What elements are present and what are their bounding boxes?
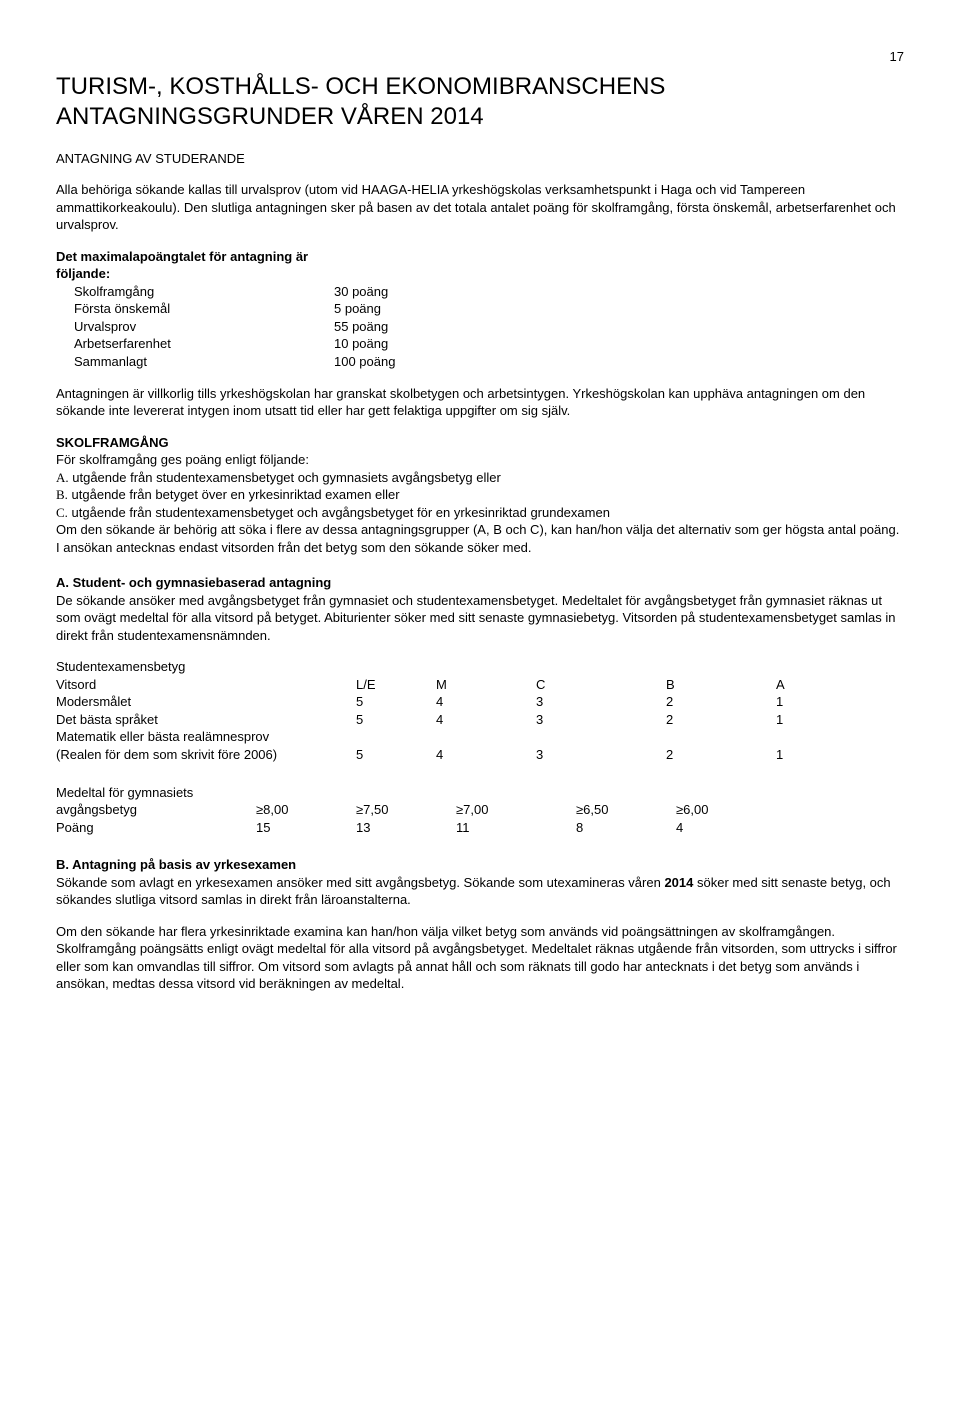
page-number: 17 xyxy=(56,48,904,66)
cell: A xyxy=(776,676,856,694)
cell: ≥6,50 xyxy=(576,801,676,819)
points-row: Första önskemål 5 poäng xyxy=(56,300,904,318)
cell: 4 xyxy=(436,711,536,729)
cell: 3 xyxy=(536,746,666,764)
option-a-prefix: A. xyxy=(56,470,69,485)
cell: L/E xyxy=(356,676,436,694)
option-b-text: utgående från betyget över en yrkesinrik… xyxy=(68,487,400,502)
cell: 1 xyxy=(776,693,856,711)
cell: ≥7,00 xyxy=(456,801,576,819)
cell: 1 xyxy=(776,746,856,764)
table-row: Poäng 15 13 11 8 4 xyxy=(56,819,904,837)
cell: 11 xyxy=(456,819,576,837)
cell: 5 xyxy=(356,693,436,711)
max-points-block: Det maximalapoängtalet för antagning är … xyxy=(56,248,904,371)
points-row: Urvalsprov 55 poäng xyxy=(56,318,904,336)
cell: C xyxy=(536,676,666,694)
points-label: Första önskemål xyxy=(56,300,334,318)
cell: 8 xyxy=(576,819,676,837)
cell: 2 xyxy=(666,711,776,729)
option-c-text: utgående från studentexamensbetyget och … xyxy=(68,505,610,520)
table-row: (Realen för dem som skrivit före 2006) 5… xyxy=(56,746,904,764)
cell: B xyxy=(666,676,776,694)
cell: Vitsord xyxy=(56,676,356,694)
cell: 15 xyxy=(256,819,356,837)
points-value: 100 poäng xyxy=(334,353,454,371)
points-row: Skolframgång 30 poäng xyxy=(56,283,904,301)
cell: Det bästa språket xyxy=(56,711,356,729)
points-label: Urvalsprov xyxy=(56,318,334,336)
points-row: Sammanlagt 100 poäng xyxy=(56,353,904,371)
points-value: 10 poäng xyxy=(334,335,454,353)
points-value: 30 poäng xyxy=(334,283,454,301)
cell: 3 xyxy=(536,711,666,729)
grades-header: Studentexamensbetyg xyxy=(56,658,356,676)
cell: 2 xyxy=(666,746,776,764)
cell: ≥8,00 xyxy=(256,801,356,819)
section-b-heading: B. Antagning på basis av yrkesexamen xyxy=(56,857,296,872)
table-row: avgångsbetyg ≥8,00 ≥7,50 ≥7,00 ≥6,50 ≥6,… xyxy=(56,801,904,819)
option-a-text: utgående från studentexamensbetyget och … xyxy=(69,470,501,485)
points-label: Skolframgång xyxy=(56,283,334,301)
cell: 5 xyxy=(356,711,436,729)
section-a-body: De sökande ansöker med avgångsbetyget fr… xyxy=(56,593,895,643)
max-points-heading: Det maximalapoängtalet för antagning är … xyxy=(56,248,316,283)
cell: ≥6,00 xyxy=(676,801,756,819)
skolframgang-lead: För skolframgång ges poäng enligt följan… xyxy=(56,452,309,467)
page-title: TURISM-, KOSTHÅLLS- OCH EKONOMIBRANSCHEN… xyxy=(56,72,904,132)
conditional-paragraph: Antagningen är villkorlig tills yrkeshög… xyxy=(56,385,904,420)
avg-table: Medeltal för gymnasiets avgångsbetyg ≥8,… xyxy=(56,784,904,837)
cell: Matematik eller bästa realämnesprov xyxy=(56,728,356,746)
cell: avgångsbetyg xyxy=(56,801,256,819)
cell: 4 xyxy=(436,746,536,764)
cell: ≥7,50 xyxy=(356,801,456,819)
cell: Poäng xyxy=(56,819,256,837)
cell: M xyxy=(436,676,536,694)
cell: 4 xyxy=(676,819,756,837)
grades-table: Studentexamensbetyg Vitsord L/E M C B A … xyxy=(56,658,904,763)
option-b-prefix: B. xyxy=(56,487,68,502)
skolframgang-heading: SKOLFRAMGÅNG xyxy=(56,435,169,450)
section-a-heading: A. Student- och gymnasiebaserad antagnin… xyxy=(56,575,331,590)
section-subhead: ANTAGNING AV STUDERANDE xyxy=(56,150,904,168)
cell: (Realen för dem som skrivit före 2006) xyxy=(56,746,356,764)
cell: Modersmålet xyxy=(56,693,356,711)
avg-line1: Medeltal för gymnasiets xyxy=(56,784,256,802)
cell: 4 xyxy=(436,693,536,711)
section-b-body2: Om den sökande har flera yrkesinriktade … xyxy=(56,923,904,993)
cell: 2 xyxy=(666,693,776,711)
points-value: 55 poäng xyxy=(334,318,454,336)
cell: 3 xyxy=(536,693,666,711)
table-row: Modersmålet 5 4 3 2 1 xyxy=(56,693,904,711)
points-label: Sammanlagt xyxy=(56,353,334,371)
option-c-prefix: C. xyxy=(56,505,68,520)
cell: 5 xyxy=(356,746,436,764)
table-row: Vitsord L/E M C B A xyxy=(56,676,904,694)
cell: 1 xyxy=(776,711,856,729)
intro-paragraph: Alla behöriga sökande kallas till urvals… xyxy=(56,181,904,234)
table-row: Matematik eller bästa realämnesprov xyxy=(56,728,904,746)
cell: 13 xyxy=(356,819,456,837)
table-row: Det bästa språket 5 4 3 2 1 xyxy=(56,711,904,729)
points-label: Arbetserfarenhet xyxy=(56,335,334,353)
points-row: Arbetserfarenhet 10 poäng xyxy=(56,335,904,353)
skolframgang-tail: Om den sökande är behörig att söka i fle… xyxy=(56,522,899,555)
points-value: 5 poäng xyxy=(334,300,454,318)
section-b-body1-bold: 2014 xyxy=(664,875,693,890)
section-b-body1a: Sökande som avlagt en yrkesexamen ansöke… xyxy=(56,875,664,890)
